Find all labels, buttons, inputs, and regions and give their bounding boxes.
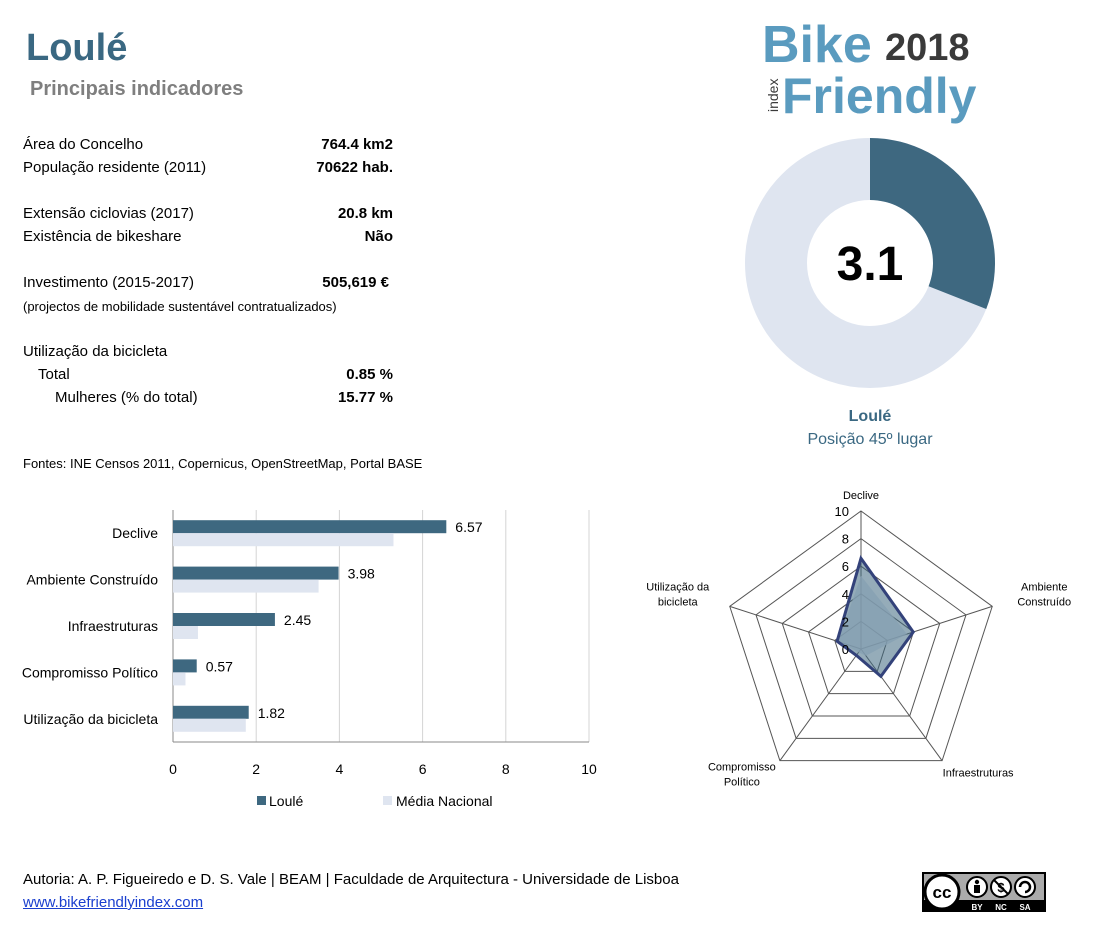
bar-value-label: 1.82 [258,705,285,721]
indicator-value: 764.4 km2 [321,136,393,153]
bar-value-label: 0.57 [206,658,233,674]
radar-axis-label: Declive [843,490,879,502]
indicator-value: 505,619 € [322,274,389,291]
indicator-label: Total [38,366,70,383]
indicator-value: 70622 hab. [316,159,393,176]
indicator-bar-chart: 0 2 4 6 8 10 Declive 6.57 Ambiente Construído 3.9… [22,510,597,809]
bar-loule [173,520,447,534]
radar-tick-label: 8 [842,532,849,547]
bar-media-nacional [173,672,186,686]
cc-license-badge: cc $ BY NC SA [922,872,1046,912]
indicator-value: 20.8 km [337,205,393,222]
nc-icon-strike [993,879,1009,895]
radar-grid-ring [729,510,993,762]
website-link[interactable]: www.bikefriendlyindex.com [23,894,204,911]
radar-axis-label: Utilização da [646,581,710,593]
bar-x-tick-label: 4 [336,761,344,777]
indicator-label: População residente (2011) [23,159,207,176]
bar-category-label: Compromisso Político [22,664,158,680]
radar-tick-label: 10 [835,504,849,519]
indicator-value: 0.85 % [346,366,393,383]
legend-swatch-loule [257,796,266,805]
radar-tick-label: 4 [842,587,849,602]
indicator-label: Investimento (2015-2017) [23,274,194,291]
bar-category-label: Infraestruturas [68,618,158,634]
radar-axis-label: Construído [1017,596,1071,608]
indicator-label: Extensão ciclovias (2017) [23,205,194,222]
indicator-value: Não [364,228,393,245]
score-value: 3.1 [837,238,904,291]
by-icon-body [974,885,980,893]
cc-icon [923,873,961,911]
radar-axis-label: Infraestruturas [943,768,1014,780]
sources-text: Fontes: INE Censos 2011, Copernicus, Ope… [23,456,423,471]
radar-axis-label: Ambiente [1021,581,1067,593]
radar-grid-ring [781,565,941,717]
indicator-label: Utilização da bicicleta [23,343,168,360]
bar-media-nacional [173,533,394,547]
nc-label: NC [995,903,1007,912]
logo-background [742,8,1004,126]
legend-label-loule: Loulé [269,793,303,809]
radar-grid-ring [755,537,967,739]
bar-loule [173,659,197,673]
bar-category-label: Utilização da bicicleta [23,711,158,727]
by-label: BY [971,903,983,912]
page-title: Loulé [26,27,128,69]
footer-credits: Autoria: A. P. Figueiredo e D. S. Vale |… [23,871,679,888]
logo-index: index [765,79,781,112]
bar-media-nacional [173,626,198,639]
bar-x-tick-label: 2 [252,761,260,777]
bar-value-label: 2.45 [284,612,311,628]
radar-spoke [779,648,862,761]
indicator-label: Existência de bikeshare [23,228,182,245]
logo-year: 2018 [885,27,970,69]
bar-x-tick-label: 10 [581,761,597,777]
logo-word-bike: Bike [762,16,872,74]
indicator-note-text: (projectos de mobilidade sustentável con… [23,299,337,314]
donut-score-arc [870,138,995,310]
bar-x-tick-label: 6 [419,761,427,777]
legend-swatch-media [383,796,392,805]
indicator-label: Mulheres (% do total) [55,389,198,406]
bar-value-label: 3.98 [348,566,375,582]
bar-value-label: 6.57 [455,519,482,535]
score-rank: Posição 45º lugar [807,431,933,448]
sa-label: SA [1019,903,1030,912]
bar-x-tick-label: 8 [502,761,510,777]
bar-loule [173,613,275,626]
bar-media-nacional [173,718,246,732]
score-municipality: Loulé [848,408,892,425]
radar-tick-label: 0 [842,642,849,657]
sa-icon-arrow [1018,880,1032,894]
bar-category-label: Ambiente Construído [26,572,158,588]
cc-icon-text: cc [933,883,952,902]
indicator-label: Área do Concelho [23,136,144,153]
bar-loule [173,705,249,719]
page-subtitle: Principais indicadores [30,78,244,100]
score-donut-chart: 3.1 [745,138,995,388]
bar-media-nacional [173,579,319,593]
radar-tick-label: 2 [842,614,849,629]
logo-word-friendly: Friendly [782,68,977,124]
radar-axis-label: Compromisso [708,762,776,774]
indicator-radar-chart: 0 2 4 6 8 10 Declive Ambiente Construído Infraest… [646,490,1071,789]
radar-tick-label: 6 [842,559,849,574]
bar-category-label: Declive [112,525,158,541]
bike-friendly-logo: Bike 2018 Friendly index [742,8,1004,126]
indicator-value: 15.77 % [337,389,393,406]
by-icon-head [974,879,980,885]
sa-icon [1014,876,1036,898]
bar-x-tick-label: 0 [169,761,177,777]
radar-axis-label: Político [724,777,760,789]
legend-label-media: Média Nacional [396,793,493,809]
bar-loule [173,566,339,580]
radar-area-loule [835,554,916,679]
radar-axis-label: bicicleta [658,596,699,608]
